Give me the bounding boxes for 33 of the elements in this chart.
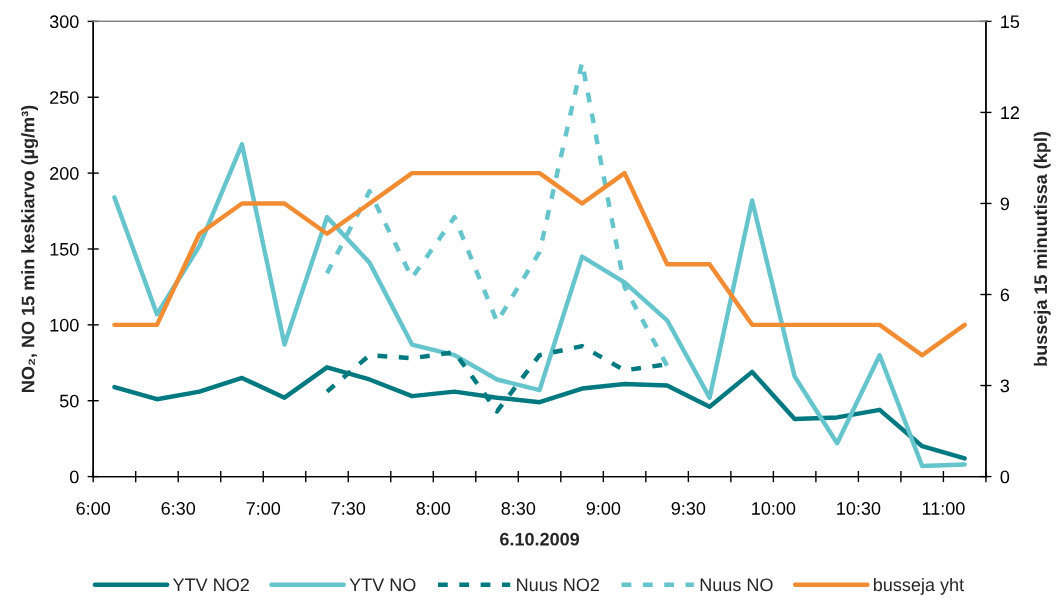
- line-series: [112, 170, 967, 358]
- y-tick-label: 200: [50, 167, 79, 180]
- y2-tick-label: 6: [1000, 288, 1010, 302]
- x-tick-label: 10:00: [752, 502, 796, 515]
- x-tick-label: 9:00: [586, 502, 621, 515]
- y2-tick-label: 15: [1001, 15, 1020, 29]
- x-tick-label: 9:30: [671, 502, 706, 515]
- legend-label: busseja yht: [873, 577, 964, 595]
- y-tick-label: 100: [50, 318, 79, 332]
- y2-tick-label: 9: [1000, 197, 1009, 211]
- y-tick-label: 0: [69, 470, 79, 484]
- y2-tick-label: 3: [1000, 379, 1010, 393]
- y2-axis-title: busseja 15 minuutissa (kpl): [1033, 131, 1051, 366]
- x-tick-label: 7:00: [246, 502, 281, 515]
- x-axis-title: 6.10.2009: [500, 532, 580, 546]
- y-tick-label: 250: [50, 91, 79, 104]
- legend-label: Nuus NO2: [517, 578, 600, 592]
- y-tick-label: 50: [59, 394, 79, 408]
- legend-label: Nuus NO: [700, 578, 773, 592]
- x-tick-label: 7:30: [331, 502, 366, 515]
- legend-label: YTV NO: [349, 578, 416, 592]
- legend-label: YTV NO2: [172, 578, 249, 592]
- y-tick-label: 300: [49, 15, 79, 29]
- x-tick-label: 6:30: [161, 502, 196, 515]
- x-tick-label: 6:00: [76, 502, 111, 515]
- y2-tick-label: 12: [1001, 106, 1019, 119]
- x-tick-label: 11:00: [922, 502, 965, 515]
- x-tick-label: 8:30: [501, 502, 536, 515]
- y-tick-label: 150: [50, 242, 79, 256]
- y-axis-title: NO₂, NO 15 min keskiarvo (µg/m³): [21, 105, 39, 392]
- y2-tick-label: 0: [1000, 470, 1010, 484]
- x-tick-label: 8:00: [416, 502, 451, 515]
- x-tick-label: 10:30: [837, 502, 881, 515]
